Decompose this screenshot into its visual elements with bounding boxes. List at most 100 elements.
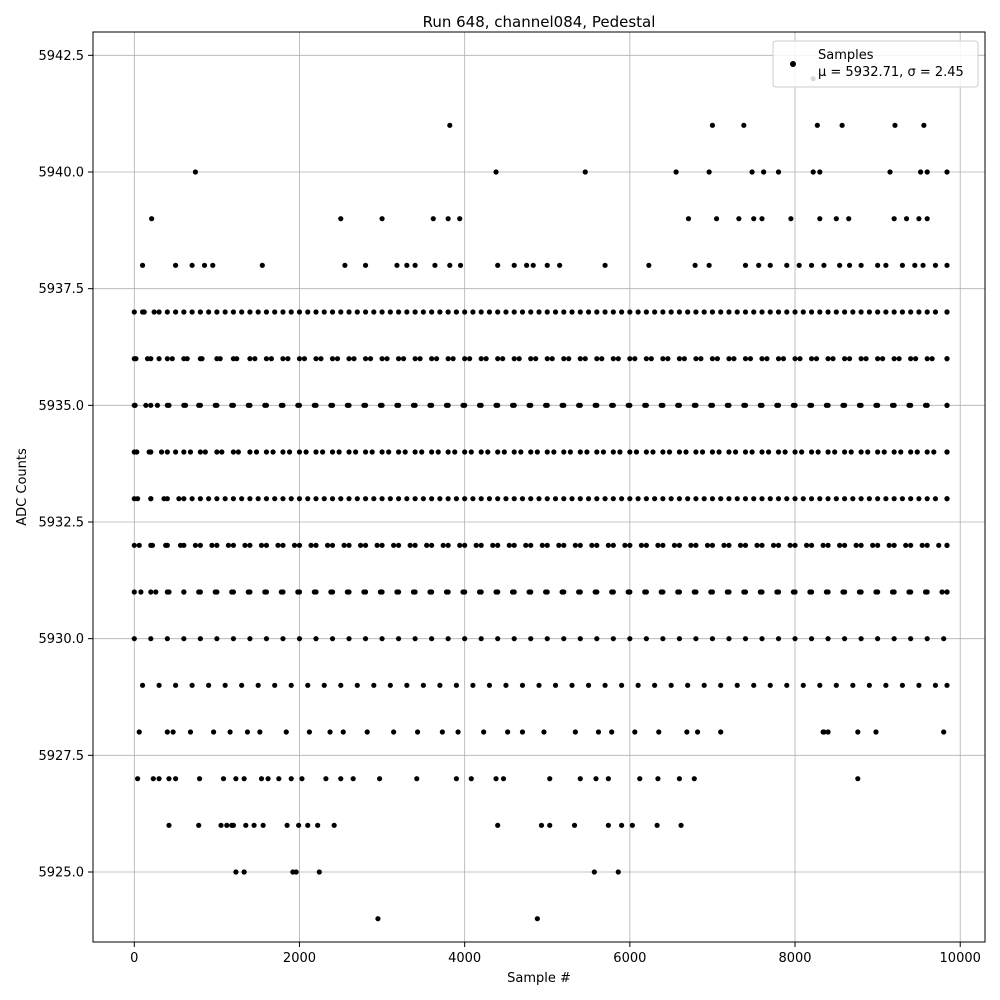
data-point [582, 169, 588, 175]
data-point [478, 449, 484, 455]
data-point [557, 262, 563, 268]
data-point [457, 542, 463, 548]
data-point [627, 402, 633, 408]
data-point [582, 356, 588, 362]
data-point [610, 449, 616, 455]
data-point [511, 496, 517, 502]
data-point [858, 262, 864, 268]
data-point [536, 682, 542, 688]
data-point [825, 636, 831, 642]
y-tick-label: 5930.0 [39, 632, 85, 647]
data-point [825, 402, 831, 408]
data-point [214, 402, 220, 408]
data-point [742, 402, 749, 408]
data-point [172, 309, 179, 315]
data-point [462, 589, 468, 595]
data-point [462, 542, 468, 548]
data-point [756, 262, 762, 268]
data-point [201, 262, 208, 268]
data-point [341, 542, 347, 548]
data-point [747, 356, 754, 362]
data-point [206, 496, 212, 502]
data-point [253, 449, 260, 455]
data-point [495, 309, 501, 315]
data-point [605, 776, 611, 782]
data-point [196, 776, 203, 782]
data-point [799, 449, 805, 455]
data-point [323, 776, 329, 782]
data-point [572, 729, 578, 735]
data-point [775, 356, 782, 362]
data-point [742, 636, 749, 642]
data-point [391, 542, 397, 548]
data-point [627, 589, 633, 595]
data-point [561, 356, 567, 362]
data-point [775, 309, 782, 315]
data-point [593, 776, 599, 782]
data-point [468, 449, 474, 455]
data-point [313, 402, 319, 408]
data-point [673, 169, 679, 175]
data-point [875, 402, 881, 408]
data-point [839, 122, 845, 128]
data-point [432, 262, 438, 268]
data-point [440, 542, 446, 548]
data-point [412, 589, 418, 595]
data-point [230, 496, 237, 502]
data-point [148, 356, 154, 362]
data-point [713, 216, 720, 222]
data-point [808, 356, 815, 362]
data-point [627, 496, 633, 502]
data-point [919, 542, 925, 548]
data-point [655, 542, 661, 548]
data-point [437, 682, 443, 688]
data-point [734, 682, 740, 688]
data-point [338, 776, 344, 782]
data-point [495, 402, 501, 408]
data-point [693, 402, 699, 408]
data-point [685, 216, 692, 222]
data-point [189, 496, 195, 502]
data-point [841, 636, 848, 642]
data-point [610, 402, 616, 408]
data-point [429, 589, 435, 595]
data-point [726, 309, 732, 315]
data-point [841, 542, 848, 548]
data-point [296, 496, 303, 502]
data-point [214, 542, 220, 548]
data-point [280, 449, 286, 455]
data-point [718, 496, 724, 502]
data-point [445, 356, 451, 362]
data-point [924, 169, 930, 175]
data-point [189, 309, 195, 315]
data-point [315, 822, 321, 828]
data-point [429, 496, 435, 502]
data-point [148, 542, 154, 548]
data-point [376, 776, 383, 782]
data-point [676, 542, 683, 548]
data-point [268, 356, 274, 362]
data-point [944, 402, 950, 408]
data-point [660, 589, 666, 595]
data-point [924, 309, 930, 315]
data-point [164, 729, 170, 735]
data-point [412, 636, 418, 642]
data-point [534, 916, 540, 922]
data-point [775, 402, 782, 408]
data-point [362, 402, 369, 408]
data-point [808, 449, 815, 455]
data-point [258, 776, 265, 782]
data-point [230, 589, 237, 595]
data-point [544, 402, 550, 408]
data-point [706, 262, 712, 268]
data-point [478, 402, 484, 408]
data-point [251, 822, 257, 828]
data-point [503, 496, 509, 502]
data-point [759, 309, 765, 315]
data-point [577, 589, 583, 595]
data-point [916, 496, 922, 502]
data-point [685, 682, 691, 688]
data-point [875, 542, 881, 548]
data-point [329, 496, 336, 502]
y-axis-label: ADC Counts [15, 448, 30, 526]
